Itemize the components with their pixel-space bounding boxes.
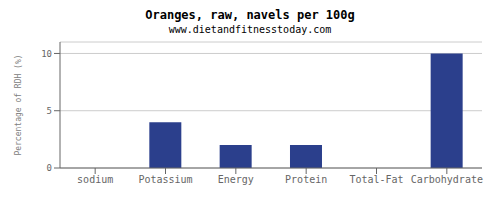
svg-text:Percentage of RDH (%): Percentage of RDH (%) xyxy=(14,54,23,155)
svg-text:10: 10 xyxy=(41,49,52,59)
svg-text:Potassium: Potassium xyxy=(138,174,192,185)
svg-text:sodium: sodium xyxy=(77,174,113,185)
svg-text:Energy: Energy xyxy=(218,174,254,185)
svg-text:5: 5 xyxy=(47,106,52,116)
svg-text:Protein: Protein xyxy=(285,174,327,185)
html-text:www.dietandfitnesstoday.com: www.dietandfitnesstoday.com xyxy=(168,24,332,35)
svg-text:0: 0 xyxy=(47,163,52,173)
svg-text:Total-Fat: Total-Fat xyxy=(349,174,403,185)
html-text:Oranges, raw, navels per 100g: Oranges, raw, navels per 100g xyxy=(145,8,355,22)
svg-text:Carbohydrate: Carbohydrate xyxy=(411,174,483,185)
